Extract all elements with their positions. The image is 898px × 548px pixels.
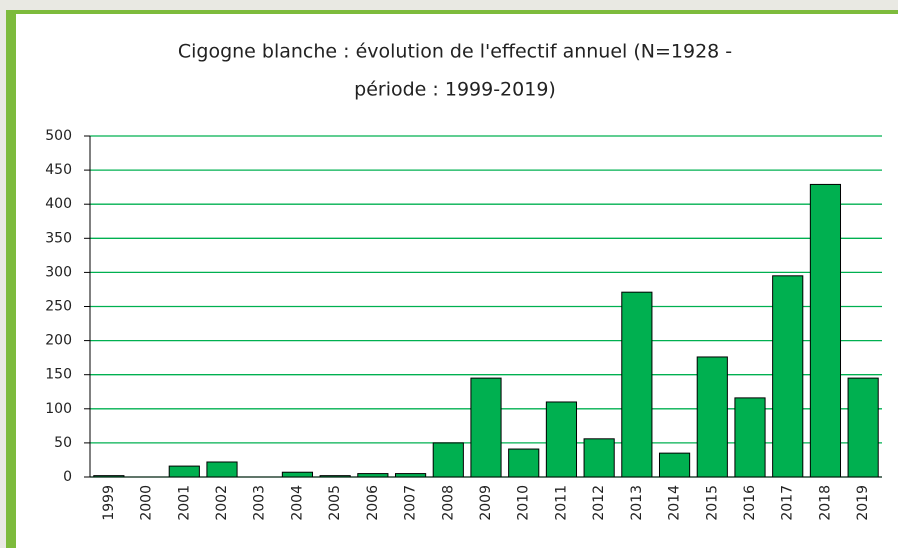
bar bbox=[206, 461, 238, 478]
y-tick-label: 500 bbox=[45, 128, 72, 144]
y-tick-label: 100 bbox=[45, 401, 72, 417]
x-tick-label: 2019 bbox=[855, 485, 871, 521]
x-tick-label: 2012 bbox=[591, 485, 607, 521]
x-tick-label: 2013 bbox=[629, 485, 645, 521]
y-tick-label: 350 bbox=[45, 230, 72, 246]
bar bbox=[583, 438, 615, 478]
x-tick-label: 2008 bbox=[440, 485, 456, 521]
y-tick-label: 250 bbox=[45, 299, 72, 315]
bar bbox=[168, 465, 200, 478]
x-tick-label: 2004 bbox=[289, 485, 305, 521]
bar bbox=[432, 442, 464, 478]
x-tick-label: 2005 bbox=[327, 485, 343, 521]
x-tick-label: 2011 bbox=[553, 485, 569, 521]
bar bbox=[809, 183, 842, 478]
x-tick-label: 1999 bbox=[101, 485, 117, 521]
bar bbox=[621, 291, 653, 478]
y-tick-label: 300 bbox=[45, 264, 72, 280]
bar bbox=[734, 397, 766, 478]
bar bbox=[281, 471, 314, 478]
x-tick-label: 2000 bbox=[139, 485, 155, 521]
y-tick-label: 150 bbox=[45, 367, 72, 383]
bar bbox=[470, 377, 502, 478]
bar bbox=[545, 401, 578, 478]
x-tick-label: 2016 bbox=[742, 485, 758, 521]
bar bbox=[847, 377, 879, 478]
bar bbox=[394, 473, 427, 478]
x-tick-label: 2018 bbox=[817, 485, 833, 521]
chart-title: période : 1999-2019) bbox=[354, 79, 556, 101]
y-tick-label: 400 bbox=[45, 196, 72, 212]
bar bbox=[508, 448, 540, 478]
y-tick-label: 450 bbox=[45, 162, 72, 178]
x-tick-label: 2003 bbox=[252, 485, 268, 521]
bar bbox=[696, 356, 728, 478]
x-tick-label: 2014 bbox=[667, 485, 683, 521]
x-tick-label: 2007 bbox=[403, 485, 419, 521]
x-tick-label: 2010 bbox=[516, 485, 532, 521]
x-tick-label: 2015 bbox=[704, 485, 720, 521]
y-tick-label: 0 bbox=[63, 469, 72, 485]
x-tick-label: 2009 bbox=[478, 485, 494, 521]
bar bbox=[357, 473, 389, 478]
bar bbox=[772, 275, 804, 478]
bar bbox=[658, 452, 691, 478]
x-tick-label: 2002 bbox=[214, 485, 230, 521]
x-tick-label: 2001 bbox=[176, 485, 192, 521]
chart-title: Cigogne blanche : évolution de l'effecti… bbox=[178, 41, 732, 63]
x-tick-label: 2017 bbox=[780, 485, 796, 521]
y-tick-label: 200 bbox=[45, 333, 72, 349]
y-tick-label: 50 bbox=[54, 435, 72, 451]
x-tick-label: 2006 bbox=[365, 485, 381, 521]
